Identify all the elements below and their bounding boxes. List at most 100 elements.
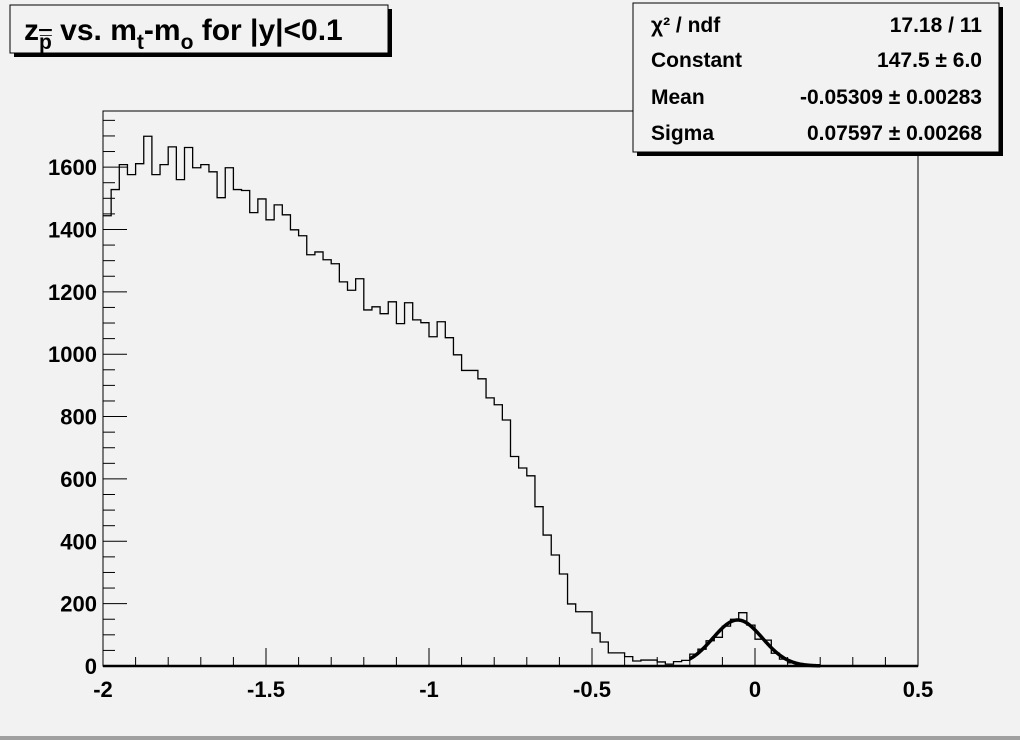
histogram-bin [616,653,624,666]
stat-label-chi2: χ² / ndf [651,14,721,37]
histogram-bin [494,405,502,666]
histogram-bin [250,213,258,666]
histogram-bin [519,468,527,666]
stat-label-mean: Mean [651,86,705,109]
histogram-bin [747,625,755,666]
gaussian-fit-curve [688,618,821,668]
histogram-bin [421,323,429,666]
title-sub-o: o [181,31,194,54]
title-z: z [24,14,39,47]
title-mid: vs. m [52,14,137,47]
histogram-bin [755,639,763,666]
histogram-bin [568,604,576,666]
histogram-bin [445,338,453,666]
chart-title: zp̅ vs. mt-mo for |y|<0.1 [24,14,343,54]
histogram-bin [185,147,193,666]
histogram-bin [103,216,111,666]
histogram-bin [160,165,168,666]
histogram-bin [348,290,356,666]
histogram-bin [608,653,616,666]
histogram-bin [722,626,730,666]
histogram-bin [535,507,543,666]
histogram-bin [543,535,551,666]
histogram-bin [714,637,722,666]
x-tick-label: -1 [419,677,439,702]
histogram-bin [225,168,233,666]
histogram-bin [502,420,510,666]
histogram-bin [299,236,307,666]
title-box: zp̅ vs. mt-mo for |y|<0.1 [9,4,392,57]
y-tick-label: 1000 [48,342,97,367]
histogram-bin [559,574,567,666]
plot-frame [102,110,919,667]
y-tick-label: 1200 [48,280,97,305]
histogram-bin [315,252,323,666]
histogram-bin [144,136,152,666]
x-tick-label: -2 [93,677,113,702]
histogram-bin [258,199,266,666]
x-tick-label: 0 [749,677,761,702]
histogram-bin [731,619,739,666]
histogram-bin [405,303,413,666]
axes: -2 -1.5 -1 -0.5 0 0.5 0 200 400 600 800 1000 1200 140… [48,111,933,702]
histogram-bin [274,205,282,666]
histogram-bin [478,379,486,666]
histogram-bin [429,337,437,666]
histogram-bin [331,264,339,666]
histogram-bin [511,456,519,666]
histogram-bin [470,370,478,666]
histogram-bin [682,660,690,666]
title-sub-t: t [137,31,144,54]
histogram-bin [641,660,649,666]
histogram-bin [217,198,225,666]
histogram-bin [127,175,135,666]
histogram-bin [413,320,421,666]
y-tick-label: 1400 [48,217,97,242]
histogram-bin [356,279,364,666]
stat-value-chi2: 17.18 / 11 [890,14,983,37]
stat-label-constant: Constant [651,49,742,72]
histogram-bin [388,302,396,666]
histogram-bin [633,661,641,666]
histogram-bin [339,282,347,666]
histogram-bin [486,398,494,666]
histogram-bin [119,165,127,666]
histogram-bin [282,215,290,666]
histogram-bin [625,657,633,666]
histogram-line [103,135,918,667]
stat-value-constant: 147.5 ± 6.0 [877,49,982,72]
canvas-bottom-border [0,736,1020,740]
histogram-bin [168,147,176,666]
stat-label-sigma: Sigma [651,122,714,145]
y-tick-label: 0 [85,654,97,679]
histogram-bin [380,314,388,666]
histogram-bin [437,322,445,666]
histogram-bin [592,633,600,666]
histogram-bin [266,220,274,666]
histogram-bin [176,180,184,666]
y-tick-label: 600 [60,467,97,492]
histogram-bin [233,190,241,666]
x-tick-label: 0.5 [903,677,934,702]
histogram-bin [364,310,372,666]
histogram-bin [242,191,250,666]
histogram-bin [665,664,673,666]
histogram-bin [193,168,201,666]
y-tick-label: 400 [60,529,97,554]
histogram-bin [290,230,298,666]
x-tick-label: -1.5 [247,677,285,702]
histogram-bin [462,370,470,666]
histogram-bin [584,612,592,666]
x-tick-label: -0.5 [573,677,611,702]
y-tick-label: 200 [60,592,97,617]
title-sub-pbar: p̅ [39,31,52,54]
histogram-bin [307,255,315,666]
histogram-bin [551,555,559,666]
histogram-bin [372,307,380,666]
stat-value-mean: -0.05309 ± 0.00283 [800,86,982,109]
histogram-bin [136,164,144,666]
histogram-bin [152,175,160,666]
histogram-bin [576,612,584,666]
y-tick-label: 1600 [48,155,97,180]
